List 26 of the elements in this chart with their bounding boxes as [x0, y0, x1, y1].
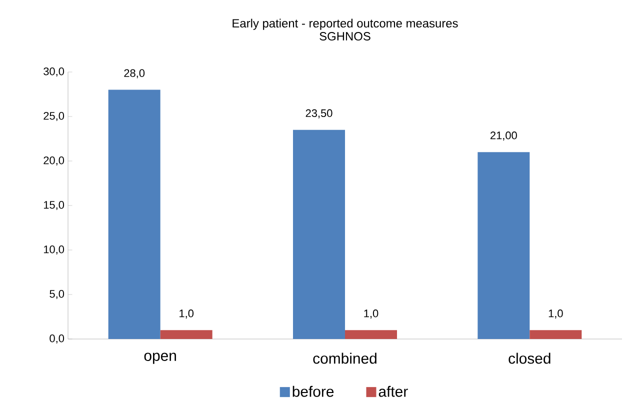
y-tick-label: 30,0 — [44, 67, 64, 77]
x-tick-label: closed — [508, 352, 550, 364]
chart-title: Early patient - reported outcome measures — [232, 18, 458, 30]
y-tick-label: 15,0 — [44, 200, 64, 210]
bar — [108, 90, 160, 339]
data-label: 23,50 — [306, 109, 332, 118]
bar — [530, 330, 582, 339]
y-tick-label: 20,0 — [44, 156, 64, 166]
data-label: 1,0 — [180, 310, 194, 319]
x-tick-label: open — [144, 352, 176, 364]
bar — [478, 152, 530, 339]
y-tick-label: 10,0 — [44, 245, 64, 255]
legend-label: after — [378, 386, 408, 397]
chart-subtitle: SGHNOS — [320, 32, 370, 40]
data-label: 1,0 — [548, 310, 563, 319]
data-label: 28,0 — [124, 69, 145, 78]
y-tick-label: 25,0 — [44, 112, 64, 122]
y-tick-label: 5,0 — [50, 290, 64, 300]
bar — [345, 330, 398, 339]
x-tick-label: combined — [313, 352, 376, 364]
y-tick-label: 0,0 — [50, 334, 64, 344]
data-label: 21,00 — [490, 132, 517, 141]
bar — [160, 330, 212, 339]
bar — [293, 130, 346, 339]
data-label: 1,0 — [364, 310, 378, 319]
legend-label: before — [292, 386, 334, 397]
